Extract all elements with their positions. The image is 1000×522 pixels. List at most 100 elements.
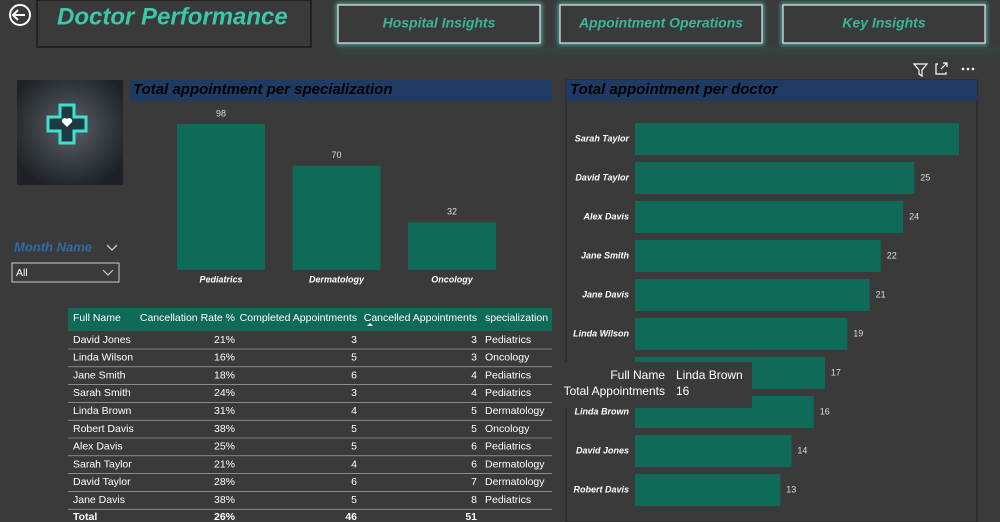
title-box xyxy=(36,0,312,48)
y-tick-label: Jane Smith xyxy=(581,250,630,260)
bar xyxy=(635,435,792,467)
data-label: 22 xyxy=(887,250,897,260)
more-icon[interactable] xyxy=(961,67,975,71)
bar xyxy=(635,162,915,194)
column-header: Completed Appointments xyxy=(240,312,357,324)
table-cell: David Taylor xyxy=(73,476,131,488)
table-cell: 6 xyxy=(351,369,357,381)
tooltip-value: Linda Brown xyxy=(676,368,743,382)
data-label: 21 xyxy=(876,289,886,299)
table-cell: 7 xyxy=(471,476,477,488)
sort-indicator xyxy=(367,323,373,326)
y-tick-label: David Jones xyxy=(576,445,629,455)
data-label: 17 xyxy=(831,367,841,377)
table-cell: Linda Wilson xyxy=(73,352,133,364)
dropdown-chevron xyxy=(102,269,114,276)
table-cell: Pediatrics xyxy=(485,334,531,346)
total-cell: 26% xyxy=(214,511,236,522)
chart-title: Total appointment per doctor xyxy=(570,81,779,98)
nav-label: Key Insights xyxy=(842,15,925,31)
data-label: 14 xyxy=(797,445,807,455)
table-cell: 5 xyxy=(351,441,357,453)
logo-heart xyxy=(61,118,73,127)
table-cell: 4 xyxy=(351,405,357,417)
page-title: Doctor Performance xyxy=(57,3,288,30)
table-cell: 3 xyxy=(471,352,477,364)
nav-button[interactable] xyxy=(337,4,541,44)
bar xyxy=(408,222,496,270)
nav-label: Appointment Operations xyxy=(578,15,743,31)
x-tick-label: Pediatrics xyxy=(199,274,242,284)
chart-title-bar xyxy=(566,80,977,101)
table-cell: 8 xyxy=(471,494,477,506)
table-cell: 5 xyxy=(351,423,357,435)
table-cell: 3 xyxy=(351,334,357,346)
chart-title-bar xyxy=(130,80,552,101)
x-tick-label: Oncology xyxy=(431,274,473,284)
table-cell: 4 xyxy=(351,458,357,470)
bar xyxy=(635,279,870,311)
table-cell: 16% xyxy=(214,352,235,364)
table-cell: 3 xyxy=(351,387,357,399)
table-cell: 38% xyxy=(214,494,235,506)
bar xyxy=(635,123,959,155)
table-cell: Sarah Smith xyxy=(73,387,131,399)
table-cell: 38% xyxy=(214,423,235,435)
table-cell: Sarah Taylor xyxy=(73,458,132,470)
slicer-chevron[interactable] xyxy=(106,244,118,251)
slicer-dropdown[interactable] xyxy=(11,262,120,283)
y-tick-label: Alex Davis xyxy=(582,211,629,221)
table-cell: Dermatology xyxy=(485,476,545,488)
y-tick-label: Jane Davis xyxy=(582,289,629,299)
data-label: 25 xyxy=(920,172,930,182)
table-cell: 25% xyxy=(214,441,235,453)
tooltip xyxy=(560,362,752,408)
table-header xyxy=(68,308,552,331)
column-header: Cancelled Appointments xyxy=(364,312,477,324)
bar xyxy=(292,165,381,270)
y-tick-label: Linda Wilson xyxy=(573,328,629,338)
focus-icon[interactable] xyxy=(935,62,948,75)
bar xyxy=(635,318,848,350)
chart-title: Total appointment per specialization xyxy=(133,81,392,98)
total-cell: Total xyxy=(73,511,97,522)
bar xyxy=(635,201,904,233)
data-label: 19 xyxy=(853,328,863,338)
table-cell: Pediatrics xyxy=(485,387,531,399)
nav-button[interactable] xyxy=(559,4,763,44)
table-cell: Oncology xyxy=(485,423,530,435)
slicer-value: All xyxy=(16,267,28,279)
data-label: 16 xyxy=(820,406,830,416)
data-label: 32 xyxy=(447,207,457,217)
table-cell: 21% xyxy=(214,334,235,346)
nav-button[interactable] xyxy=(782,4,986,44)
column-header: specialization xyxy=(485,312,548,324)
tooltip-key: Full Name xyxy=(610,368,665,382)
table-cell: Jane Davis xyxy=(73,494,125,506)
bar xyxy=(177,124,265,270)
table-cell: 4 xyxy=(471,369,477,381)
table-cell: 6 xyxy=(351,476,357,488)
filter-icon[interactable] xyxy=(912,63,929,78)
table-cell: 3 xyxy=(471,334,477,346)
table-cell: 21% xyxy=(214,458,235,470)
table-cell: 4 xyxy=(471,387,477,399)
table-cell: 5 xyxy=(471,423,477,435)
table-cell: Jane Smith xyxy=(73,369,126,381)
table-cell: 18% xyxy=(214,369,235,381)
y-tick-label: Robert Davis xyxy=(573,484,629,494)
table-cell: Pediatrics xyxy=(485,369,531,381)
data-label: 13 xyxy=(786,484,796,494)
data-label: 24 xyxy=(909,211,919,221)
y-tick-label: Sarah Taylor xyxy=(575,133,630,143)
nav-label: Hospital Insights xyxy=(383,15,496,31)
total-cell: 46 xyxy=(345,511,357,522)
table-cell: 5 xyxy=(471,405,477,417)
table-cell: Oncology xyxy=(485,352,530,364)
y-tick-label: David Taylor xyxy=(575,172,629,182)
back-button[interactable] xyxy=(9,4,31,26)
table-cell: 5 xyxy=(351,494,357,506)
bar xyxy=(635,474,781,506)
